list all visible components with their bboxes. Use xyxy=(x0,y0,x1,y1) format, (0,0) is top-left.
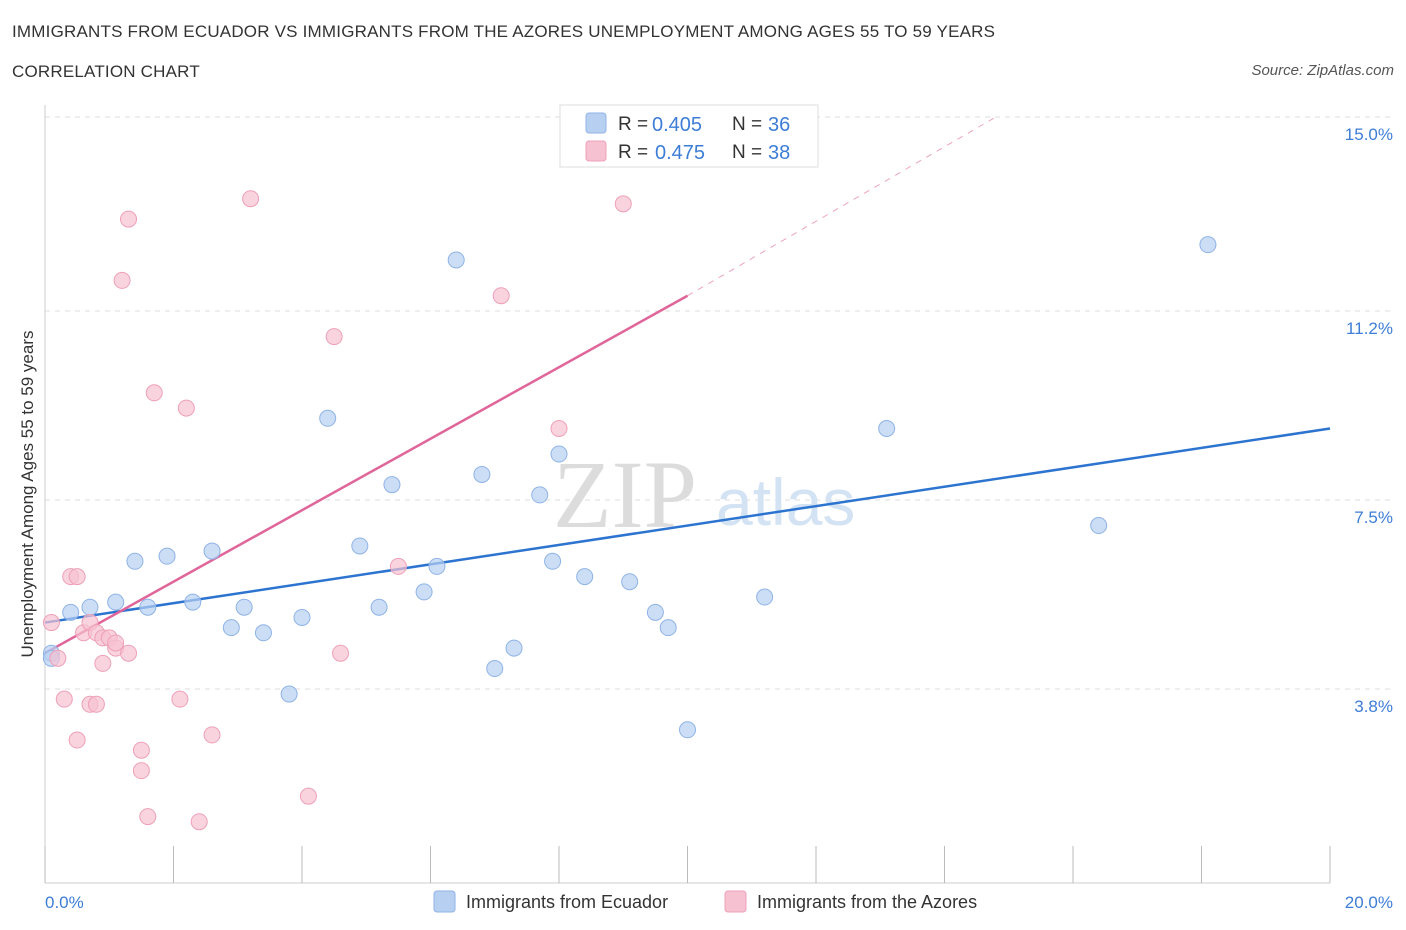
trend-line-ecuador xyxy=(44,427,1331,624)
watermark-atlas: atlas xyxy=(716,465,855,539)
point-azores-31 xyxy=(389,557,407,575)
point-azores-29 xyxy=(325,328,343,346)
point-azores-24 xyxy=(177,399,195,417)
chart-subtitle: CORRELATION CHART xyxy=(12,62,200,81)
point-ecuador-29 xyxy=(621,573,639,591)
point-azores-26 xyxy=(203,726,221,744)
legend-r-label-ecuador: R = xyxy=(618,114,648,135)
legend-n-value-azores: 38 xyxy=(768,142,790,164)
point-azores-17 xyxy=(120,210,138,228)
series-legend: Immigrants from Ecuador Immigrants from … xyxy=(433,890,977,913)
point-ecuador-23 xyxy=(486,660,504,678)
legend-r-value-ecuador: 0.405 xyxy=(652,114,702,136)
point-azores-15 xyxy=(107,634,125,652)
point-ecuador-5 xyxy=(126,552,144,570)
point-azores-22 xyxy=(145,384,163,402)
point-azores-5 xyxy=(68,731,86,749)
legend-n-value-ecuador: 36 xyxy=(768,114,790,136)
point-azores-30 xyxy=(332,644,350,662)
point-ecuador-14 xyxy=(293,608,311,626)
source-label: Source: ZipAtlas.com xyxy=(1251,62,1394,79)
point-ecuador-26 xyxy=(544,552,562,570)
point-ecuador-36 xyxy=(1199,236,1217,254)
point-azores-19 xyxy=(132,741,150,759)
y-axis-label: Unemployment Among Ages 55 to 59 years xyxy=(18,331,37,658)
series-legend-label-ecuador: Immigrants from Ecuador xyxy=(466,892,668,912)
point-ecuador-16 xyxy=(351,537,369,555)
point-ecuador-8 xyxy=(184,593,202,611)
point-ecuador-21 xyxy=(447,251,465,269)
point-azores-25 xyxy=(190,813,208,831)
point-azores-2 xyxy=(55,690,73,708)
y-tick-label-0: 3.8% xyxy=(1354,697,1393,716)
point-ecuador-25 xyxy=(531,486,549,504)
point-azores-27 xyxy=(242,190,260,208)
point-ecuador-6 xyxy=(139,598,157,616)
point-ecuador-28 xyxy=(576,568,594,586)
legend-r-label-azores: R = xyxy=(618,142,648,163)
trend-lines xyxy=(44,116,1331,655)
watermark: ZIP atlas xyxy=(553,441,855,548)
point-azores-11 xyxy=(94,654,112,672)
point-azores-32 xyxy=(492,287,510,305)
point-ecuador-12 xyxy=(254,624,272,642)
legend-n-label-azores: N = xyxy=(732,142,762,163)
point-ecuador-35 xyxy=(1090,517,1108,535)
point-azores-18 xyxy=(120,644,138,662)
x-tick-label-0: 0.0% xyxy=(45,893,84,912)
point-ecuador-31 xyxy=(659,619,677,637)
point-ecuador-4 xyxy=(107,593,125,611)
point-azores-28 xyxy=(299,787,317,805)
watermark-zip: ZIP xyxy=(553,441,697,548)
y-tick-label-1: 7.5% xyxy=(1354,508,1393,527)
point-ecuador-33 xyxy=(756,588,774,606)
point-ecuador-10 xyxy=(222,619,240,637)
point-ecuador-22 xyxy=(473,465,491,483)
legend-r-value-azores: 0.475 xyxy=(655,142,705,164)
chart-title: IMMIGRANTS FROM ECUADOR VS IMMIGRANTS FR… xyxy=(12,22,996,41)
point-ecuador-7 xyxy=(158,547,176,565)
point-azores-9 xyxy=(87,695,105,713)
legend-swatch-azores xyxy=(585,140,607,162)
point-ecuador-15 xyxy=(319,409,337,427)
tick-labels: 3.8% 7.5% 11.2% 15.0% 0.0% 20.0% xyxy=(45,125,1393,912)
point-azores-34 xyxy=(614,195,632,213)
point-ecuador-2 xyxy=(62,603,80,621)
series-legend-label-azores: Immigrants from the Azores xyxy=(757,892,977,912)
y-tick-label-2: 11.2% xyxy=(1346,319,1393,338)
point-ecuador-18 xyxy=(383,476,401,494)
point-ecuador-34 xyxy=(878,420,896,438)
point-azores-23 xyxy=(171,690,189,708)
point-ecuador-17 xyxy=(370,598,388,616)
point-ecuador-30 xyxy=(646,603,664,621)
correlation-legend: R = 0.405 N = 36 R = 0.475 N = 38 xyxy=(559,104,819,168)
point-ecuador-19 xyxy=(415,583,433,601)
point-azores-4 xyxy=(68,568,86,586)
point-ecuador-32 xyxy=(679,721,696,739)
point-ecuador-20 xyxy=(428,557,446,575)
point-azores-33 xyxy=(550,420,568,438)
point-ecuador-3 xyxy=(81,598,99,616)
data-points xyxy=(42,190,1217,831)
point-ecuador-9 xyxy=(203,542,221,560)
point-azores-20 xyxy=(132,762,150,780)
point-azores-0 xyxy=(42,614,60,632)
point-azores-21 xyxy=(139,808,157,826)
x-tick-label-1: 20.0% xyxy=(1345,893,1393,912)
point-ecuador-11 xyxy=(235,598,253,616)
point-ecuador-13 xyxy=(280,685,298,703)
legend-swatch-ecuador xyxy=(585,112,607,134)
legend-n-label-ecuador: N = xyxy=(732,114,762,135)
point-azores-1 xyxy=(49,649,67,667)
point-azores-16 xyxy=(113,271,131,289)
trend-line-azores xyxy=(44,294,689,655)
series-legend-swatch-ecuador xyxy=(433,890,456,913)
point-ecuador-27 xyxy=(550,445,568,463)
axes xyxy=(44,105,1331,884)
y-tick-label-3: 15.0% xyxy=(1345,125,1393,144)
series-legend-swatch-azores xyxy=(724,890,747,913)
point-ecuador-24 xyxy=(505,639,523,657)
